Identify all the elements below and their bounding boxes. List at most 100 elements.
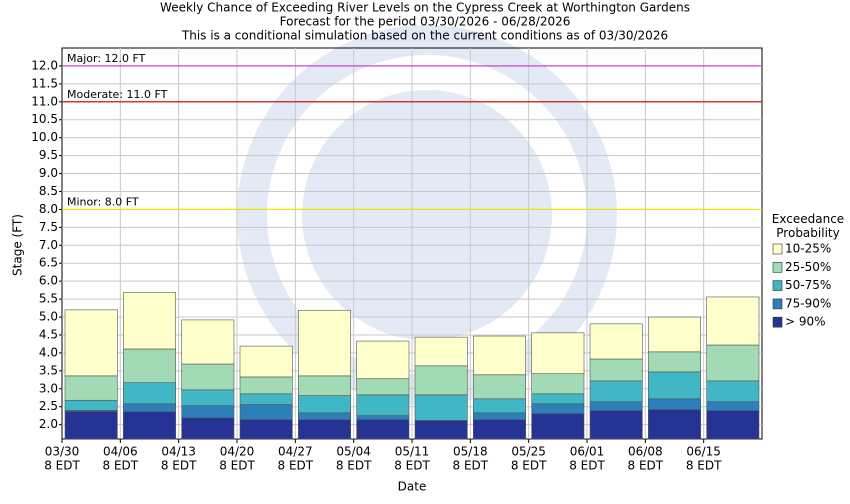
- legend-swatch: [773, 317, 782, 327]
- legend-swatch: [773, 281, 782, 291]
- bar-segment: [182, 320, 234, 364]
- bar-segment: [707, 402, 759, 411]
- x-tick-label: 06/08: [628, 445, 663, 459]
- bar-segment: [415, 366, 467, 395]
- x-tick-label: 05/04: [336, 445, 371, 459]
- x-axis-label: Date: [398, 480, 427, 494]
- y-tick-label: 5.5: [39, 292, 58, 306]
- legend-title: Exceedance Probability: [766, 212, 850, 240]
- x-tick-sublabel: 8 EDT: [161, 459, 197, 473]
- bar-segment: [707, 345, 759, 381]
- y-tick-label: 7.5: [39, 220, 58, 234]
- bar-segment: [65, 411, 117, 439]
- bar-segment: [707, 411, 759, 439]
- y-tick-label: 11.5: [31, 76, 58, 90]
- x-tick-label: 03/30: [45, 445, 80, 459]
- bar-segment: [648, 317, 700, 352]
- bar-segment: [298, 420, 350, 439]
- y-tick-label: 10.5: [31, 112, 58, 126]
- chart-subtitle: Forecast for the period 03/30/2026 - 06/…: [280, 15, 571, 29]
- bar-segment: [240, 405, 292, 420]
- x-tick-sublabel: 8 EDT: [336, 459, 372, 473]
- y-tick-label: 5.0: [39, 310, 58, 324]
- bar-segment: [415, 337, 467, 366]
- legend-label: 75-90%: [785, 296, 831, 310]
- bar-segment: [182, 406, 234, 418]
- x-tick-label: 04/27: [278, 445, 313, 459]
- bar-segment: [298, 310, 350, 376]
- bar-segment: [357, 416, 409, 420]
- x-tick-sublabel: 8 EDT: [44, 459, 80, 473]
- bar-segment: [240, 377, 292, 394]
- x-tick-label: 05/18: [453, 445, 488, 459]
- bar-segment: [532, 333, 584, 374]
- bar-segment: [473, 336, 525, 375]
- bar-segment: [298, 396, 350, 413]
- y-tick-label: 2.5: [39, 399, 58, 413]
- bar-segment: [298, 376, 350, 396]
- bar-segment: [182, 418, 234, 439]
- bar-segment: [182, 364, 234, 390]
- bar-segment: [648, 410, 700, 439]
- bar-segment: [65, 400, 117, 410]
- x-tick-label: 04/13: [161, 445, 196, 459]
- bar-segment: [415, 395, 467, 420]
- bar-segment: [473, 420, 525, 439]
- bar-segment: [590, 324, 642, 359]
- y-tick-label: 3.0: [39, 381, 58, 395]
- x-tick-label: 04/20: [220, 445, 255, 459]
- legend-swatch: [773, 244, 782, 254]
- y-tick-label: 4.5: [39, 327, 58, 341]
- bar-segment: [473, 399, 525, 413]
- bar-segment: [123, 404, 175, 412]
- x-tick-label: 05/11: [395, 445, 430, 459]
- y-tick-label: 2.0: [39, 417, 58, 431]
- bar-segment: [473, 413, 525, 420]
- y-tick-label: 6.5: [39, 256, 58, 270]
- bar-segment: [240, 420, 292, 439]
- y-tick-label: 8.5: [39, 184, 58, 198]
- y-tick-label: 9.5: [39, 148, 58, 162]
- bar-segment: [123, 383, 175, 404]
- legend-label: > 90%: [785, 315, 826, 329]
- x-tick-label: 06/15: [686, 445, 721, 459]
- bar-segment: [532, 404, 584, 414]
- bar-segment: [648, 399, 700, 410]
- x-tick-sublabel: 8 EDT: [103, 459, 139, 473]
- y-tick-label: 6.0: [39, 274, 58, 288]
- y-axis-label: Stage (FT): [11, 214, 25, 276]
- x-tick-sublabel: 8 EDT: [511, 459, 547, 473]
- legend-swatch: [773, 262, 782, 272]
- y-tick-label: 3.5: [39, 363, 58, 377]
- bar-segment: [65, 376, 117, 400]
- bar-segment: [123, 412, 175, 439]
- bar-segment: [590, 402, 642, 411]
- chart-note: This is a conditional simulation based o…: [181, 29, 668, 43]
- bar-segment: [648, 372, 700, 399]
- threshold-label: Moderate: 11.0 FT: [67, 88, 168, 101]
- bar-segment: [357, 379, 409, 395]
- y-tick-label: 9.0: [39, 166, 58, 180]
- bar-segment: [123, 292, 175, 349]
- y-tick-label: 7.0: [39, 238, 58, 252]
- bar-segment: [473, 375, 525, 399]
- x-tick-sublabel: 8 EDT: [278, 459, 314, 473]
- threshold-label: Major: 12.0 FT: [67, 52, 146, 65]
- bar-segment: [532, 374, 584, 394]
- x-tick-sublabel: 8 EDT: [569, 459, 605, 473]
- y-tick-label: 10.0: [31, 130, 58, 144]
- bar-segment: [65, 310, 117, 376]
- bar-segment: [240, 346, 292, 377]
- bar-segment: [357, 420, 409, 439]
- y-tick-label: 8.0: [39, 202, 58, 216]
- bar-segment: [590, 411, 642, 439]
- bar-segment: [532, 414, 584, 439]
- legend-label: 10-25%: [785, 242, 831, 256]
- x-tick-sublabel: 8 EDT: [686, 459, 722, 473]
- x-tick-sublabel: 8 EDT: [219, 459, 255, 473]
- bar-segment: [182, 390, 234, 406]
- y-tick-label: 11.0: [31, 94, 58, 108]
- bar-segment: [298, 413, 350, 420]
